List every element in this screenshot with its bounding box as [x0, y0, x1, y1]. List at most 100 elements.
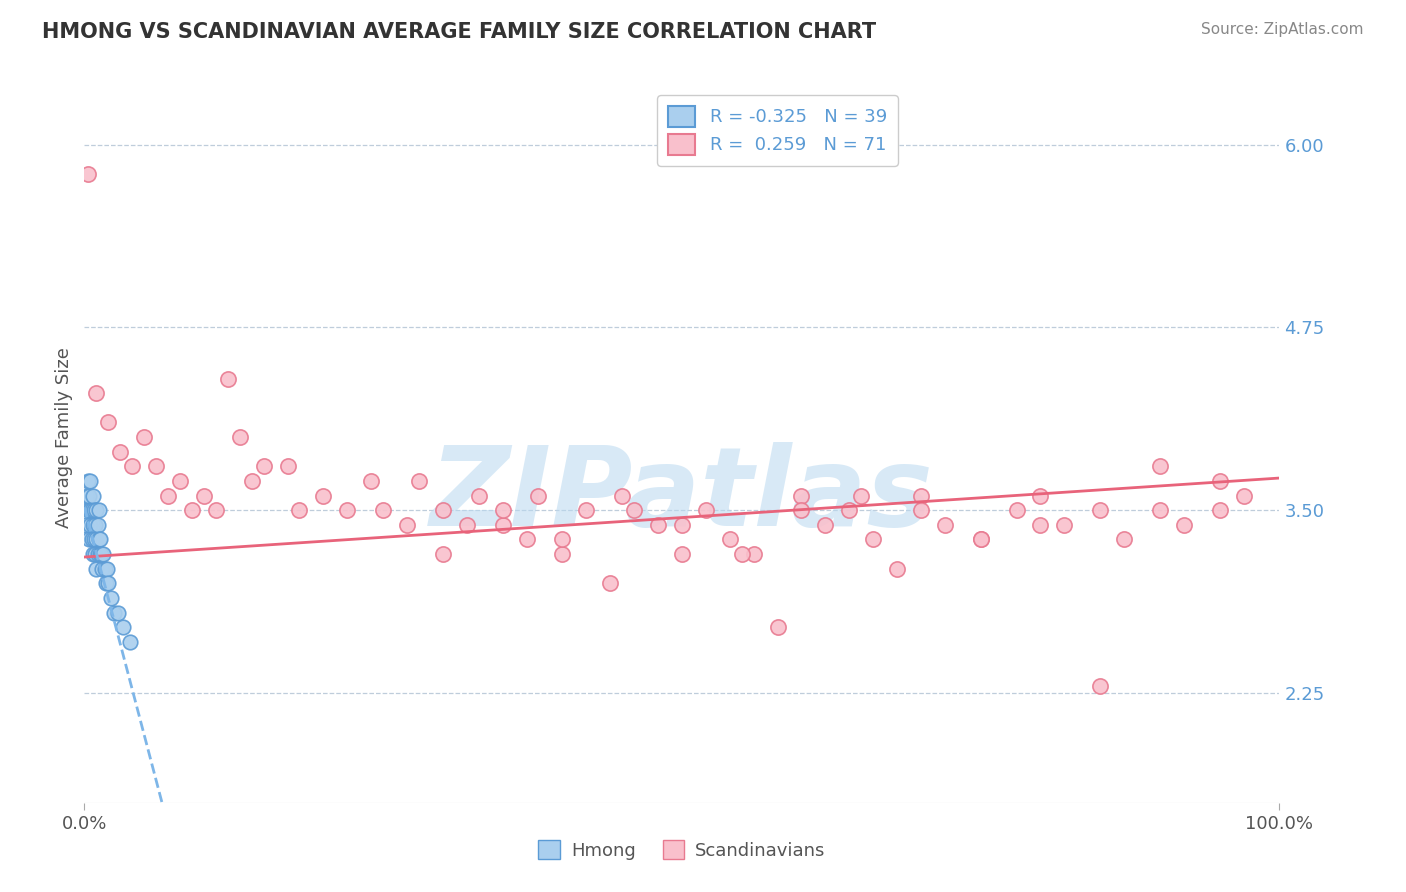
Point	[79, 503, 101, 517]
Point	[118, 635, 141, 649]
Text: ZIPatlas: ZIPatlas	[430, 442, 934, 549]
Point	[1173, 517, 1195, 532]
Point	[862, 533, 884, 547]
Point	[432, 503, 454, 517]
Point	[516, 533, 538, 547]
Point	[814, 517, 837, 532]
Point	[217, 371, 239, 385]
Point	[110, 444, 132, 458]
Point	[1090, 679, 1112, 693]
Point	[103, 606, 125, 620]
Point	[76, 489, 98, 503]
Point	[1209, 503, 1232, 517]
Point	[83, 533, 105, 547]
Point	[1029, 517, 1052, 532]
Point	[121, 459, 143, 474]
Point	[1090, 503, 1112, 517]
Point	[83, 503, 105, 517]
Point	[970, 533, 993, 547]
Point	[1209, 474, 1232, 488]
Point	[599, 576, 621, 591]
Point	[575, 503, 598, 517]
Y-axis label: Average Family Size: Average Family Size	[55, 347, 73, 527]
Point	[86, 533, 108, 547]
Point	[551, 547, 574, 561]
Point	[731, 547, 754, 561]
Point	[111, 620, 134, 634]
Point	[86, 547, 108, 561]
Point	[169, 474, 191, 488]
Point	[432, 547, 454, 561]
Point	[851, 489, 873, 503]
Point	[612, 489, 634, 503]
Point	[1233, 489, 1256, 503]
Point	[910, 503, 932, 517]
Point	[790, 489, 813, 503]
Point	[181, 503, 204, 517]
Point	[89, 547, 111, 561]
Point	[80, 533, 103, 547]
Point	[396, 517, 419, 532]
Point	[527, 489, 550, 503]
Point	[312, 489, 335, 503]
Point	[1149, 459, 1171, 474]
Legend: Hmong, Scandinavians: Hmong, Scandinavians	[531, 833, 832, 867]
Point	[766, 620, 789, 634]
Point	[718, 533, 741, 547]
Point	[84, 547, 107, 561]
Point	[695, 503, 717, 517]
Point	[84, 517, 107, 532]
Point	[193, 489, 215, 503]
Point	[468, 489, 491, 503]
Point	[77, 489, 100, 503]
Point	[886, 562, 908, 576]
Point	[456, 517, 478, 532]
Point	[107, 606, 129, 620]
Point	[1005, 503, 1028, 517]
Point	[492, 503, 515, 517]
Point	[79, 517, 101, 532]
Point	[97, 416, 120, 430]
Point	[82, 489, 104, 503]
Point	[97, 576, 120, 591]
Point	[671, 517, 693, 532]
Point	[90, 547, 112, 561]
Text: HMONG VS SCANDINAVIAN AVERAGE FAMILY SIZE CORRELATION CHART: HMONG VS SCANDINAVIAN AVERAGE FAMILY SIZ…	[42, 22, 876, 42]
Point	[1053, 517, 1076, 532]
Point	[551, 533, 574, 547]
Point	[205, 503, 228, 517]
Point	[132, 430, 156, 444]
Point	[75, 517, 97, 532]
Point	[742, 547, 765, 561]
Point	[86, 386, 108, 401]
Point	[408, 474, 430, 488]
Point	[277, 459, 299, 474]
Point	[240, 474, 263, 488]
Point	[93, 547, 115, 561]
Point	[77, 503, 100, 517]
Point	[910, 489, 932, 503]
Point	[94, 576, 117, 591]
Point	[82, 517, 104, 532]
Point	[96, 562, 118, 576]
Point	[77, 167, 100, 181]
Point	[970, 533, 993, 547]
Point	[86, 503, 108, 517]
Point	[623, 503, 645, 517]
Point	[82, 547, 104, 561]
Point	[1114, 533, 1136, 547]
Point	[89, 533, 111, 547]
Point	[373, 503, 395, 517]
Point	[229, 430, 252, 444]
Point	[91, 562, 114, 576]
Point	[360, 474, 382, 488]
Point	[647, 517, 669, 532]
Point	[157, 489, 180, 503]
Point	[86, 517, 108, 532]
Point	[288, 503, 311, 517]
Text: Source: ZipAtlas.com: Source: ZipAtlas.com	[1201, 22, 1364, 37]
Point	[253, 459, 276, 474]
Point	[100, 591, 122, 605]
Point	[336, 503, 359, 517]
Point	[145, 459, 167, 474]
